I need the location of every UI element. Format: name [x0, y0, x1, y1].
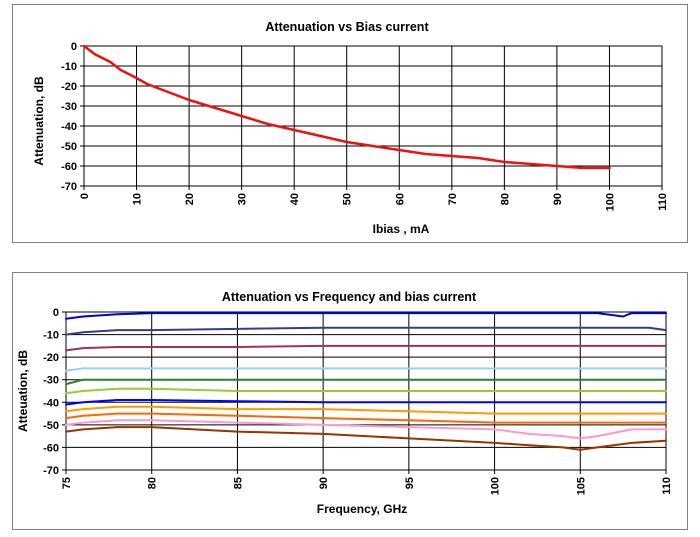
chart-2-series-line-3	[65, 344, 667, 352]
chart-1-y-tick-label: 0	[71, 41, 77, 53]
chart-1-y-tick-label: -60	[61, 161, 77, 173]
chart-2-series-line-11	[65, 426, 667, 451]
chart-1-x-tick-label: 50	[342, 193, 354, 205]
chart-2-x-tick-label: 100	[490, 477, 502, 495]
chart-2-series-line-8	[65, 405, 667, 415]
chart-1-svg: Attenuation vs Bias current 0 -10 -20 -30 -4…	[32, 20, 669, 236]
chart-1-x-tick-label: 110	[657, 193, 669, 211]
chart-2-series-line-5	[65, 378, 667, 386]
chart-1-x-tick-label: 20	[184, 193, 196, 205]
chart-1-x-tick-label: 100	[604, 193, 616, 211]
chart-2-y-tick-label: -40	[43, 397, 59, 409]
chart-2-y-tick-label: 0	[53, 307, 59, 319]
chart-1-plot-frame	[83, 45, 663, 187]
chart-1-x-axis-label: Ibias , mA	[373, 222, 430, 236]
chart-2-y-tick-label: -70	[43, 465, 59, 477]
chart-1-y-tick-label: -10	[61, 61, 77, 73]
chart-2-x-tick-label: 75	[61, 477, 73, 489]
chart-2-y-axis-label: Atteuation, dB	[16, 350, 30, 432]
chart-2-x-tick-label: 90	[318, 477, 330, 489]
chart-1-y-tick-label: -50	[61, 141, 77, 153]
chart-1-x-tick-label: 80	[499, 193, 511, 205]
chart-2-series-line-7	[65, 399, 667, 406]
chart-1-x-tick-label: 70	[447, 193, 459, 205]
chart-2-x-axis-label: Frequency, GHz	[317, 502, 407, 516]
chart-2-y-tick-label: -30	[43, 375, 59, 387]
chart-1-title: Attenuation vs Bias current	[265, 20, 429, 34]
chart-1-y-axis-label: Attenuation, dB	[32, 76, 46, 166]
chart-1-x-tick-label: 90	[552, 193, 564, 205]
chart-1-x-tick-label: 0	[79, 193, 91, 199]
chart-2-y-tick-label: -10	[43, 330, 59, 342]
chart-2-series-line-1	[65, 312, 667, 320]
chart-2-x-tick-label: 80	[147, 477, 159, 489]
chart-1-x-tick-label: 10	[132, 193, 144, 205]
chart-attenuation-vs-bias: Attenuation vs Bias current 0 -10 -20 -30 -4…	[12, 4, 688, 243]
chart-2-series-line-10	[65, 419, 667, 440]
chart-2-title: Attenuation vs Frequency and bias curren…	[222, 290, 477, 304]
chart-2-x-tick-label: 110	[661, 477, 673, 495]
chart-1-series-line-1	[82, 44, 611, 170]
chart-2-svg: Attenuation vs Frequency and bias curren…	[16, 290, 673, 516]
chart-2-x-tick-label: 105	[575, 477, 587, 495]
chart-2-y-tick-label: -20	[43, 352, 59, 364]
chart-2-series-line-6	[65, 387, 667, 395]
chart-1-x-tick-label: 60	[394, 193, 406, 205]
chart-attenuation-vs-frequency: Attenuation vs Frequency and bias curren…	[12, 272, 688, 530]
chart-1-x-tick-label: 40	[289, 193, 301, 205]
chart-1-x-tick-label: 30	[237, 193, 249, 205]
chart-1-y-tick-label: -40	[61, 121, 77, 133]
chart-1-y-tick-label: -30	[61, 101, 77, 113]
chart-2-x-tick-label: 85	[232, 477, 244, 489]
chart-2-series-line-9	[65, 412, 667, 424]
chart-2-y-tick-label: -50	[43, 420, 59, 432]
chart-2-series-line-4	[65, 367, 667, 372]
chart-1-plot-area: 0-10-20-30-40-50-60-700 10 20 30 40 50 60 70 80 9…	[61, 41, 669, 211]
chart-2-series-line-2	[65, 326, 667, 336]
chart-2-x-tick-label: 95	[404, 477, 416, 489]
chart-2-y-tick-label: -60	[43, 442, 59, 454]
chart-1-y-tick-label: -70	[61, 181, 77, 193]
chart-1-y-tick-label: -20	[61, 81, 77, 93]
